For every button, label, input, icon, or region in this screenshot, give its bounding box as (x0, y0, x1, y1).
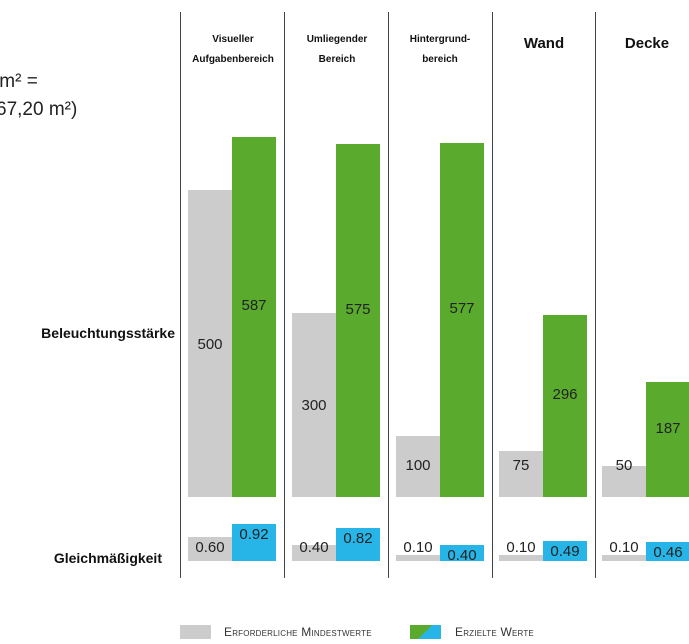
legend-label-achieved: Erzielte Werte (455, 625, 534, 639)
column-header-visueller-aufgabenbereich: Visueller Aufgabenbereich (183, 30, 283, 70)
bar-achieved-illuminance (336, 144, 380, 497)
legend-swatch-required (180, 625, 211, 639)
value-label-achieved-uniformity: 0.40 (447, 547, 477, 564)
value-label-required-illuminance: 300 (301, 397, 327, 414)
value-label-achieved-uniformity: 0.82 (343, 530, 373, 547)
column-header-line: Bereich (318, 54, 356, 65)
bar-achieved-uniformity (232, 524, 276, 561)
column-header-line: Umliegender (306, 34, 368, 45)
bar-achieved-uniformity (646, 542, 689, 561)
bar-required-illuminance (292, 313, 336, 497)
value-label-required-illuminance: 100 (405, 457, 431, 474)
bar-required-illuminance (602, 466, 646, 497)
bar-required-uniformity (396, 555, 440, 561)
value-label-required-uniformity: 0.10 (506, 539, 536, 556)
column-divider (595, 12, 596, 578)
bar-required-uniformity (602, 555, 646, 561)
column-header-decke: Decke (597, 32, 689, 56)
row-label-beleuchtungsstaerke: Beleuchtungsstärke (41, 325, 175, 341)
value-label-achieved-illuminance: 577 (449, 300, 475, 317)
bar-achieved-uniformity (440, 545, 484, 561)
value-label-achieved-illuminance: 587 (241, 297, 267, 314)
column-header-line: Aufgabenbereich (192, 54, 274, 65)
value-label-required-uniformity: 0.10 (609, 539, 639, 556)
column-divider (492, 12, 493, 578)
value-label-achieved-uniformity: 0.46 (653, 544, 683, 561)
bar-required-uniformity (292, 545, 336, 561)
bar-achieved-uniformity (336, 528, 380, 561)
column-header-wand: Wand (494, 32, 594, 56)
value-label-required-illuminance: 75 (512, 457, 530, 474)
bar-required-illuminance (188, 190, 232, 497)
value-label-achieved-illuminance: 296 (552, 386, 578, 403)
bar-achieved-uniformity (543, 541, 587, 561)
value-label-required-uniformity: 0.10 (403, 539, 433, 556)
column-header-line: Hintergrund- (409, 34, 471, 45)
column-divider (180, 12, 181, 578)
value-label-required-uniformity: 0.40 (299, 539, 329, 556)
row-label-gleichmaessigkeit: Gleichmäßigkeit (53, 550, 162, 566)
cropped-text-line-1: /m² = (0, 71, 38, 92)
legend-label-required: Erforderliche Mindestwerte (224, 625, 372, 639)
bar-required-illuminance (499, 451, 543, 497)
column-header-line: Decke (624, 35, 670, 52)
bar-required-uniformity (188, 537, 232, 561)
bar-achieved-illuminance (440, 143, 484, 497)
value-label-achieved-illuminance: 575 (345, 300, 371, 318)
cropped-text-line-2: 67,20 m²) (0, 99, 78, 120)
bar-achieved-illuminance (646, 382, 689, 497)
value-label-required-illuminance: 50 (615, 457, 633, 474)
value-label-achieved-uniformity: 0.92 (239, 526, 269, 543)
legend-swatch-achieved (410, 625, 441, 639)
bar-achieved-illuminance (543, 315, 587, 497)
value-label-required-illuminance: 500 (197, 335, 223, 353)
value-label-achieved-illuminance: 187 (655, 419, 681, 437)
bar-required-uniformity (499, 555, 543, 561)
column-header-line: Visueller (212, 34, 254, 45)
value-label-achieved-uniformity: 0.49 (550, 543, 580, 560)
column-header-line: bereich (422, 54, 458, 65)
column-divider (388, 12, 389, 578)
column-header-hintergrundbereich: Hintergrund- bereich (390, 30, 490, 70)
value-label-required-uniformity: 0.60 (195, 539, 225, 556)
column-header-umliegender-bereich: Umliegender Bereich (287, 30, 387, 70)
bar-required-illuminance (396, 436, 440, 497)
bar-achieved-illuminance (232, 137, 276, 497)
column-header-line: Wand (523, 35, 565, 52)
column-divider (284, 12, 285, 578)
